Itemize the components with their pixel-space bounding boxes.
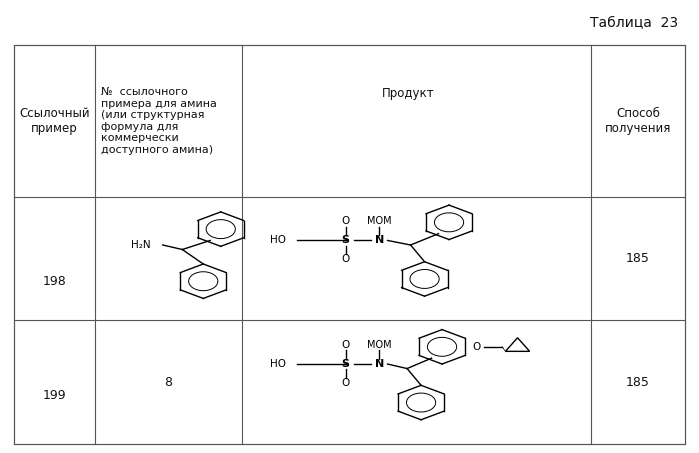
Bar	[14, 45, 685, 444]
Text: Ссылочный
пример: Ссылочный пример	[19, 107, 89, 135]
Text: HO: HO	[270, 236, 286, 246]
Text: Способ
получения: Способ получения	[605, 107, 671, 135]
Text: O: O	[341, 340, 350, 350]
Text: 8: 8	[164, 376, 173, 389]
Text: S: S	[342, 236, 350, 246]
Text: O: O	[341, 378, 350, 388]
Text: MOM: MOM	[367, 217, 391, 226]
Text: H₂N: H₂N	[131, 240, 151, 250]
Text: S: S	[342, 359, 350, 369]
Text: 185: 185	[626, 376, 650, 389]
Text: HO: HO	[270, 359, 286, 369]
Text: O: O	[341, 255, 350, 265]
Text: №  ссылочного
примера для амина
(или структурная
формула для
коммерчески
доступн: № ссылочного примера для амина (или стру…	[101, 87, 217, 155]
Text: O: O	[472, 342, 480, 352]
Text: N: N	[375, 236, 384, 246]
Text: 199: 199	[43, 389, 66, 402]
Text: Таблица  23: Таблица 23	[590, 16, 678, 30]
Text: Продукт: Продукт	[382, 87, 434, 101]
Text: 198: 198	[43, 275, 66, 288]
Text: N: N	[375, 359, 384, 369]
Text: MOM: MOM	[367, 340, 391, 350]
Text: 185: 185	[626, 252, 650, 265]
Text: O: O	[341, 217, 350, 226]
